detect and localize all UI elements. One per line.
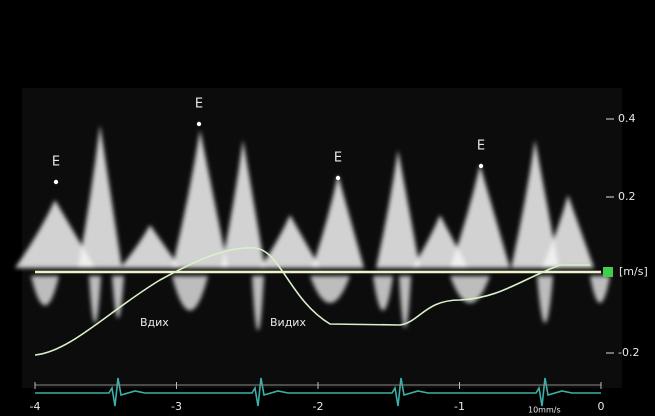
inhale-label: Вдих (140, 316, 169, 329)
peak-label: E (52, 155, 60, 170)
x-tick-label: -2 (313, 400, 324, 413)
peak-label: E (195, 97, 203, 112)
x-tick-label: -1 (454, 400, 465, 413)
exhale-label: Видих (270, 316, 306, 329)
y-tick-label: 0.2 (618, 190, 636, 203)
y-unit: [m/s] (619, 265, 648, 278)
x-tick-label: -3 (171, 400, 182, 413)
peak-dot (54, 180, 58, 184)
peak-dot (479, 164, 483, 168)
y-tick-label: 0.4 (618, 112, 636, 125)
peak-label: E (334, 151, 342, 166)
doppler-screen: Вдих Видих [m/s] 10mm/s -4 -3 -2 -1 0 0.4 0.2 -… (0, 0, 655, 416)
peak-dot (197, 122, 201, 126)
peak-dot (336, 176, 340, 180)
peak-label: E (477, 139, 485, 154)
x-tick-label: -4 (30, 400, 41, 413)
y-tick-label: -0.2 (618, 346, 639, 359)
x-tick-label: 0 (598, 400, 605, 413)
sweep-speed: 10mm/s (528, 406, 561, 415)
baseline-marker (603, 267, 613, 277)
